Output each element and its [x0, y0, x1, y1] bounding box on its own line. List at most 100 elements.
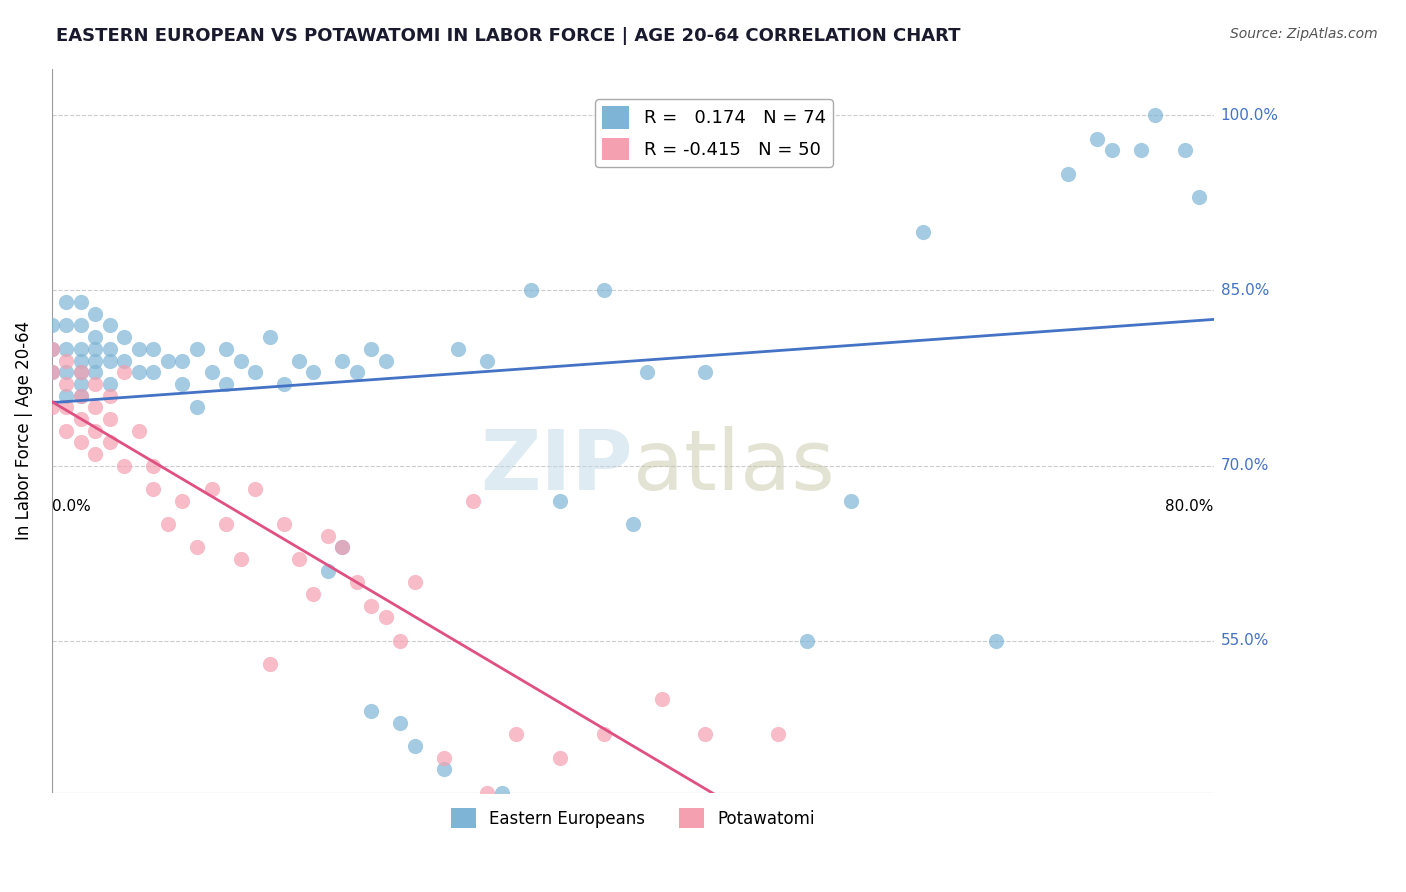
Point [156, 516, 179, 531]
Point [84, 401, 107, 415]
Point [839, 493, 862, 508]
Point [766, 727, 789, 741]
Point [142, 342, 165, 356]
Point [98, 318, 121, 333]
Point [84, 353, 107, 368]
Point [389, 715, 412, 730]
Point [55, 401, 77, 415]
Point [374, 353, 396, 368]
Point [41, 401, 63, 415]
Point [200, 365, 222, 379]
Point [156, 353, 179, 368]
Point [389, 633, 412, 648]
Point [55, 376, 77, 391]
Point [55, 318, 77, 333]
Point [461, 493, 484, 508]
Point [273, 376, 295, 391]
Text: 0.0%: 0.0% [52, 500, 90, 515]
Point [98, 435, 121, 450]
Point [128, 365, 150, 379]
Y-axis label: In Labor Force | Age 20-64: In Labor Force | Age 20-64 [15, 321, 32, 541]
Point [112, 353, 135, 368]
Point [316, 529, 339, 543]
Point [1101, 143, 1123, 157]
Point [55, 365, 77, 379]
Text: 80.0%: 80.0% [1166, 500, 1213, 515]
Point [112, 365, 135, 379]
Point [69, 388, 91, 402]
Point [84, 342, 107, 356]
Point [41, 342, 63, 356]
Point [695, 365, 717, 379]
Point [346, 575, 368, 590]
Point [1087, 131, 1109, 145]
Point [69, 412, 91, 426]
Point [302, 365, 325, 379]
Point [55, 342, 77, 356]
Point [592, 284, 614, 298]
Point [548, 493, 571, 508]
Point [172, 353, 194, 368]
Text: 100.0%: 100.0% [1220, 108, 1278, 123]
Point [41, 318, 63, 333]
Point [259, 330, 281, 344]
Point [55, 388, 77, 402]
Point [142, 365, 165, 379]
Text: atlas: atlas [633, 426, 834, 508]
Point [172, 493, 194, 508]
Point [360, 704, 382, 718]
Point [477, 353, 499, 368]
Point [69, 365, 91, 379]
Point [69, 353, 91, 368]
Point [98, 388, 121, 402]
Point [243, 365, 266, 379]
Legend: Eastern Europeans, Potawatomi: Eastern Europeans, Potawatomi [444, 801, 821, 835]
Point [374, 610, 396, 624]
Point [316, 564, 339, 578]
Point [215, 376, 238, 391]
Point [433, 750, 456, 764]
Point [1129, 143, 1152, 157]
Point [128, 424, 150, 438]
Point [41, 365, 63, 379]
Point [302, 587, 325, 601]
Point [98, 412, 121, 426]
Point [172, 376, 194, 391]
Point [491, 786, 513, 800]
Point [84, 365, 107, 379]
Point [273, 516, 295, 531]
Point [69, 342, 91, 356]
Point [505, 727, 527, 741]
Point [98, 376, 121, 391]
Point [69, 388, 91, 402]
Text: ZIP: ZIP [481, 426, 633, 508]
Point [433, 762, 456, 776]
Point [142, 482, 165, 496]
Point [330, 353, 353, 368]
Point [287, 353, 309, 368]
Point [55, 353, 77, 368]
Point [1057, 167, 1080, 181]
Point [186, 541, 208, 555]
Point [200, 482, 222, 496]
Point [912, 225, 935, 239]
Point [84, 330, 107, 344]
Point [215, 342, 238, 356]
Text: Source: ZipAtlas.com: Source: ZipAtlas.com [1230, 27, 1378, 41]
Point [287, 552, 309, 566]
Point [259, 657, 281, 672]
Point [55, 424, 77, 438]
Point [984, 633, 1007, 648]
Point [69, 376, 91, 391]
Text: 70.0%: 70.0% [1220, 458, 1268, 473]
Point [404, 739, 426, 753]
Point [651, 692, 673, 706]
Point [796, 633, 818, 648]
Point [215, 516, 238, 531]
Point [229, 353, 252, 368]
Point [621, 516, 644, 531]
Point [636, 365, 658, 379]
Point [1144, 108, 1167, 122]
Point [41, 342, 63, 356]
Point [84, 447, 107, 461]
